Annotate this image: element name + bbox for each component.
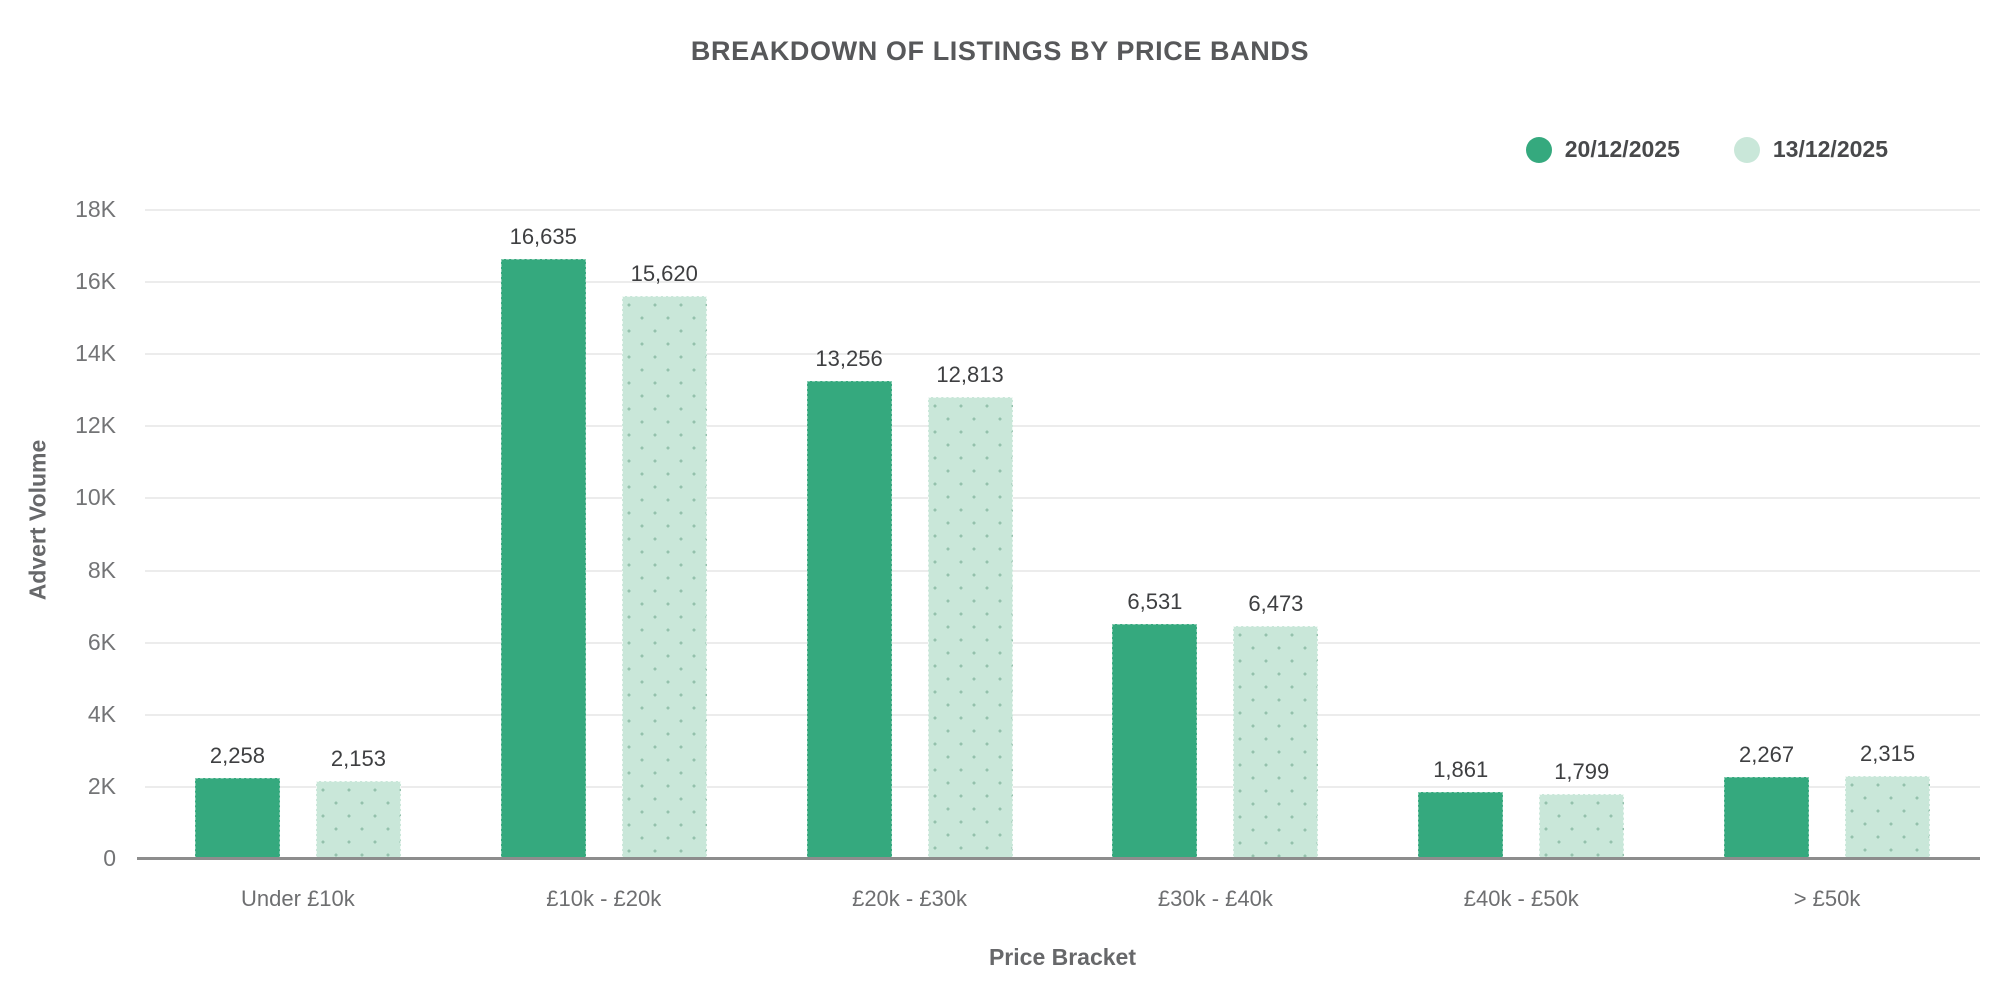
bar-value-label: 12,813 <box>936 362 1004 387</box>
bar-col-s0-c5: 2,267 <box>1724 742 1810 859</box>
chart-title: BREAKDOWN OF LISTINGS BY PRICE BANDS <box>690 36 1310 66</box>
bar-13/12/2025-£40k - £50k[interactable] <box>1539 794 1625 859</box>
bar-20/12/2025-£20k - £30k[interactable] <box>806 381 892 859</box>
legend-item-previous[interactable]: 13/12/2025 <box>1733 136 1888 163</box>
bar-col-s1-c0: 2,153 <box>315 746 401 859</box>
bar-col-s1-c1: 15,620 <box>621 261 707 859</box>
bar-value-label: 13,256 <box>815 346 883 371</box>
bar-13/12/2025-> £50k[interactable] <box>1845 776 1931 859</box>
gridline-2K <box>145 785 1980 788</box>
y-tick-label-14K: 14K <box>75 340 116 367</box>
y-axis: 0 2K 4K 6K 8K 10K 12K 14K 16K 18K <box>0 196 128 871</box>
bar-13/12/2025-£20k - £30k[interactable] <box>927 397 1013 859</box>
gridline-8K <box>145 569 1980 572</box>
gridline-18K <box>145 209 1980 211</box>
y-tick-label-18K: 18K <box>75 196 116 222</box>
x-tick-label-3: £30k - £40k <box>1157 886 1273 911</box>
bar-group-0: 2,258 2,153 <box>145 210 451 859</box>
y-tick-label-12K: 12K <box>75 412 116 439</box>
y-tick-label-4K: 4K <box>87 700 116 727</box>
bar-col-s0-c4: 1,861 <box>1418 757 1504 859</box>
y-tick-label-2K: 2K <box>87 772 116 799</box>
legend-swatch-previous-icon <box>1733 136 1760 163</box>
y-tick-label-8K: 8K <box>87 556 116 583</box>
bar-20/12/2025-£10k - £20k[interactable] <box>500 259 586 859</box>
legend-item-current[interactable]: 20/12/2025 <box>1525 136 1680 163</box>
bar-groups: 2,258 2,153 16,635 15,620 13,256 12,813 6,531 6… <box>145 210 1980 859</box>
bar-value-label: 1,799 <box>1554 759 1610 784</box>
gridline-10K <box>145 497 1980 500</box>
bar-20/12/2025-Under £10k[interactable] <box>194 778 280 859</box>
bar-13/12/2025-£30k - £40k[interactable] <box>1233 626 1319 859</box>
bar-group-2: 13,256 12,813 <box>757 210 1063 859</box>
bar-20/12/2025-£40k - £50k[interactable] <box>1418 792 1504 859</box>
bar-col-s1-c3: 6,473 <box>1233 591 1319 859</box>
bar-group-1: 16,635 15,620 <box>451 210 757 859</box>
y-tick-label-0: 0 <box>103 845 116 871</box>
y-tick-label-10K: 10K <box>75 484 116 511</box>
bar-13/12/2025-Under £10k[interactable] <box>315 781 401 859</box>
plot-area: 2,258 2,153 16,635 15,620 13,256 12,813 6,531 6… <box>137 209 1980 860</box>
bar-20/12/2025-> £50k[interactable] <box>1724 777 1810 859</box>
bar-col-s0-c3: 6,531 <box>1112 589 1198 859</box>
x-tick-label-5: > £50k <box>1793 886 1861 911</box>
legend-label-current: 20/12/2025 <box>1564 136 1680 162</box>
x-tick-label-4: £40k - £50k <box>1463 886 1579 911</box>
gridline-4K <box>145 713 1980 716</box>
x-tick-label-1: £10k - £20k <box>546 886 662 911</box>
x-tick-label-2: £20k - £30k <box>852 886 968 911</box>
gridline-16K <box>145 281 1980 284</box>
bar-value-label: 6,473 <box>1248 591 1304 616</box>
gridline-6K <box>145 641 1980 644</box>
y-tick-label-6K: 6K <box>87 628 116 655</box>
bar-value-label: 1,861 <box>1433 757 1489 782</box>
bar-value-label: 6,531 <box>1127 589 1183 614</box>
gridline-12K <box>145 425 1980 428</box>
bar-group-5: 2,267 2,315 <box>1674 210 1980 859</box>
bar-value-label: 16,635 <box>509 224 577 249</box>
bar-group-3: 6,531 6,473 <box>1062 210 1368 859</box>
bar-value-label: 15,620 <box>630 261 698 286</box>
legend: 20/12/2025 13/12/2025 <box>1525 136 1888 163</box>
x-axis-title: Price Bracket <box>988 944 1137 970</box>
bar-col-s0-c1: 16,635 <box>500 224 586 859</box>
x-axis-line <box>137 857 1980 860</box>
bar-col-s1-c5: 2,315 <box>1845 741 1931 859</box>
bar-group-4: 1,861 1,799 <box>1368 210 1674 859</box>
bar-col-s1-c4: 1,799 <box>1539 759 1625 859</box>
bar-13/12/2025-£10k - £20k[interactable] <box>621 296 707 859</box>
y-tick-label-16K: 16K <box>75 268 116 295</box>
bar-col-s0-c2: 13,256 <box>806 346 892 859</box>
bar-value-label: 2,258 <box>209 743 265 768</box>
bar-value-label: 2,315 <box>1860 741 1916 766</box>
bar-value-label: 2,153 <box>330 746 386 771</box>
x-axis-tick-labels: Under £10k £10k - £20k £20k - £30k £30k - £… <box>145 886 1980 912</box>
x-tick-label-0: Under £10k <box>241 886 355 911</box>
bar-value-label: 2,267 <box>1739 742 1795 767</box>
bar-20/12/2025-£30k - £40k[interactable] <box>1112 624 1198 859</box>
bar-col-s1-c2: 12,813 <box>927 362 1013 859</box>
gridline-14K <box>145 353 1980 356</box>
legend-swatch-current-icon <box>1525 136 1552 163</box>
legend-label-previous: 13/12/2025 <box>1772 136 1888 162</box>
bar-col-s0-c0: 2,258 <box>194 743 280 859</box>
